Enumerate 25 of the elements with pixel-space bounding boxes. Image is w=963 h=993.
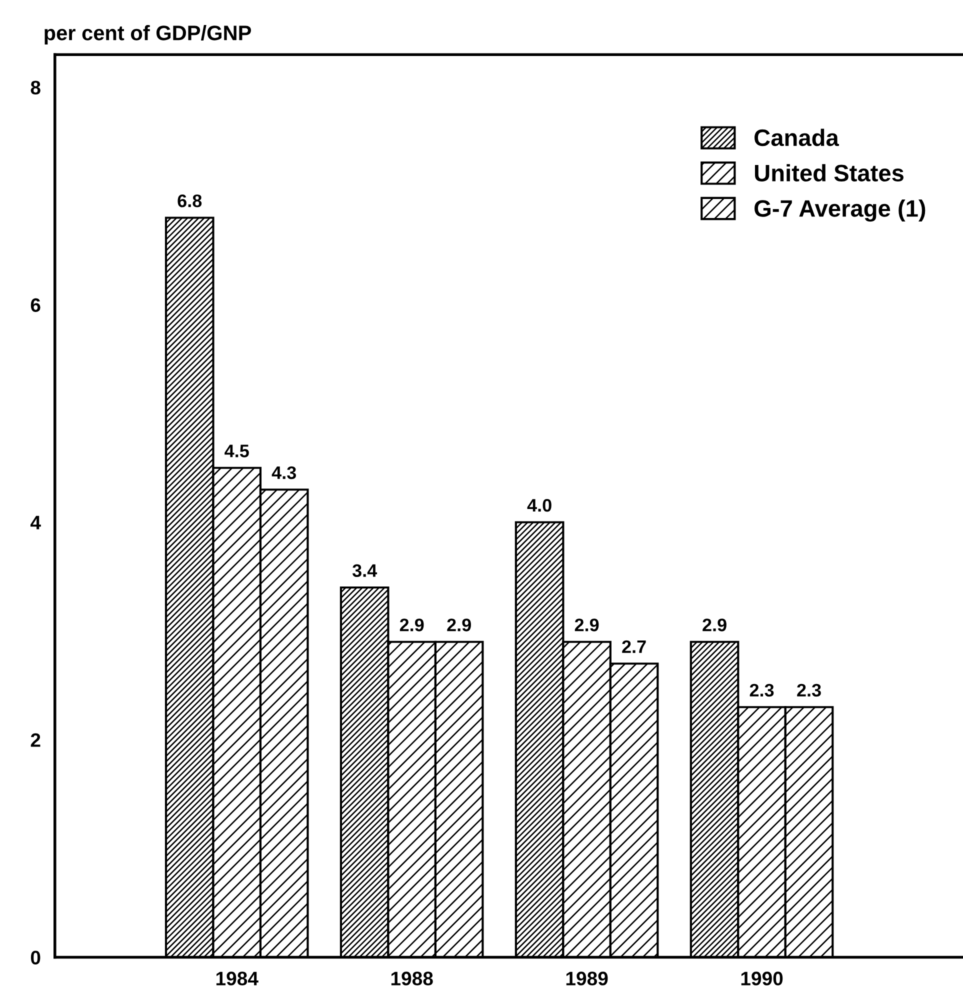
x-tick-label: 1989 [566, 972, 608, 986]
data-label: 2.3 [750, 684, 774, 697]
data-label: 2.9 [400, 618, 424, 632]
y-tick-label: 2 [30, 733, 40, 747]
y-tick-label: 0 [30, 950, 40, 964]
x-tick-label: 1990 [741, 972, 783, 986]
data-label: 4.3 [272, 466, 296, 480]
data-label: 2.7 [622, 640, 646, 653]
x-tick-label: 1988 [391, 972, 433, 986]
y-tick-label: 6 [30, 298, 40, 312]
legend-label: United States [754, 164, 904, 182]
data-label: 3.4 [352, 564, 378, 578]
data-label: 2.9 [702, 618, 726, 632]
data-label: 2.9 [447, 618, 471, 632]
data-label: 2.9 [574, 618, 599, 632]
data-label: 4.0 [527, 498, 552, 512]
data-label: 2.3 [797, 684, 821, 697]
legend-label: G-7 Average (1) [754, 200, 926, 222]
x-tick-label: 1984 [216, 972, 258, 986]
y-tick-label: 4 [30, 516, 41, 530]
y-axis-title: per cent of GDP/GNP [44, 25, 251, 44]
y-tick-label: 8 [30, 80, 40, 94]
legend-label: Canada [754, 128, 840, 146]
data-label: 4.5 [224, 444, 249, 458]
data-label: 6.8 [178, 194, 202, 208]
